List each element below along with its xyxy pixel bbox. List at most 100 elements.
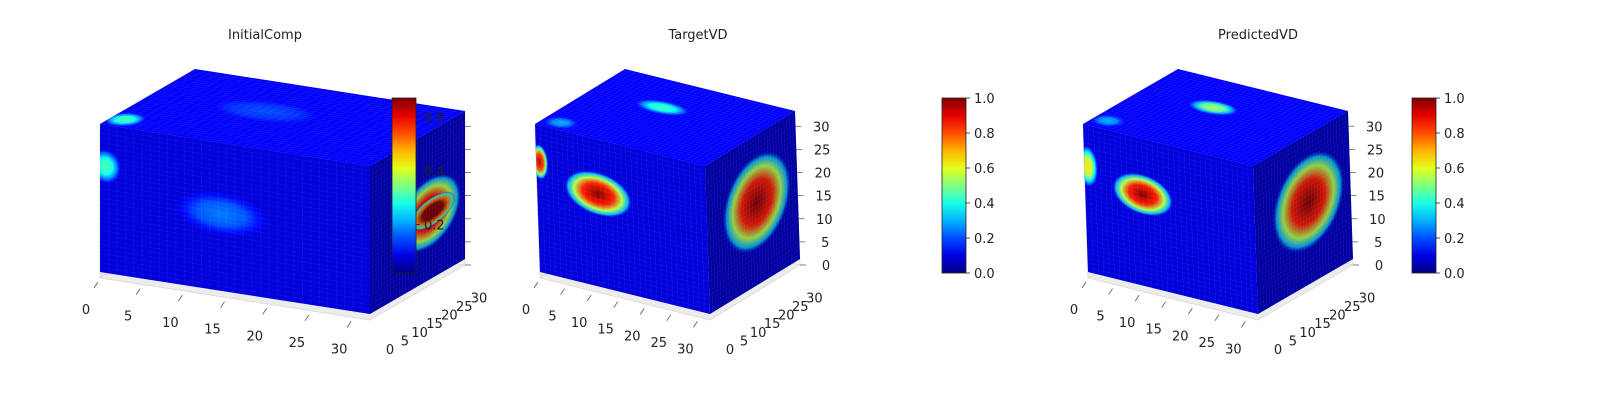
heat-blob — [541, 115, 581, 130]
z-tick-label: 0 — [822, 259, 830, 274]
x-tick-label: 5 — [124, 310, 132, 325]
y-tick-label: 5 — [740, 334, 748, 349]
x-tick — [666, 314, 672, 322]
y-tick-label: 25 — [456, 300, 473, 315]
voxel-grid — [535, 125, 710, 313]
panel-title: TargetVD — [667, 28, 727, 43]
heat-blob — [100, 148, 122, 185]
x-tick-label: 5 — [1096, 310, 1104, 325]
y-tick-label: 10 — [750, 326, 767, 341]
y-tick-label: 5 — [401, 334, 409, 349]
y-tick-label: 0 — [726, 343, 734, 358]
z-tick-label: 25 — [1367, 143, 1384, 158]
y-tick-label: 10 — [411, 326, 428, 341]
colorbar-gradient — [1411, 97, 1437, 274]
x-tick-label: 25 — [651, 336, 668, 351]
colorbar-tick-label: 0.2 — [424, 219, 445, 234]
x-tick-label: 10 — [162, 316, 179, 331]
x-tick — [560, 288, 565, 295]
z-tick-label: 20 — [815, 167, 832, 182]
x-tick-label: 10 — [571, 316, 588, 331]
heat-blob — [167, 187, 276, 241]
x-tick-label: 30 — [677, 342, 694, 357]
panel-targetvd: 0 5 10 15 20 25 30 0510152025300510152025300.00… — [522, 69, 995, 358]
y-tick-label: 0 — [1274, 343, 1282, 358]
x-tick-label: 20 — [624, 329, 641, 344]
x-tick — [1161, 301, 1167, 308]
x-tick-label: 10 — [1119, 316, 1136, 331]
cube-face-front-values — [100, 125, 370, 313]
voxel-grid — [1253, 112, 1353, 313]
x-tick — [1134, 294, 1140, 302]
cube-face-side-values — [1253, 111, 1353, 314]
panel-title: InitialComp — [228, 28, 302, 43]
x-tick — [586, 294, 592, 302]
cube-face-top — [535, 69, 795, 166]
x-tick — [178, 294, 183, 302]
x-tick-label: 15 — [204, 323, 221, 338]
colorbar-tick-label: 0.2 — [1444, 232, 1465, 247]
colorbar-tick-label: 0.0 — [974, 267, 995, 282]
x-tick-label: 0 — [82, 303, 90, 318]
z-tick-label: 30 — [1366, 120, 1383, 135]
x-tick — [262, 308, 268, 315]
x-tick — [1187, 308, 1193, 315]
y-tick-label: 30 — [806, 291, 823, 306]
x-tick-label: 0 — [522, 303, 530, 318]
x-tick — [135, 288, 141, 295]
y-tick-label: 20 — [1329, 309, 1346, 324]
x-tick — [220, 301, 225, 308]
x-tick-label: 20 — [246, 329, 263, 344]
y-tick-label: 20 — [441, 309, 458, 324]
colorbar-tick-label: 0.8 — [974, 127, 995, 142]
colorbar-tick-label: 1.0 — [974, 92, 995, 107]
x-tick-label: 0 — [1070, 303, 1078, 318]
x-tick-label: 20 — [1172, 329, 1189, 344]
x-tick — [1214, 314, 1220, 322]
x-tick — [346, 321, 352, 328]
heat-blob — [1187, 99, 1239, 116]
heat-blob — [1083, 145, 1099, 188]
z-tick-label: 15 — [815, 190, 832, 205]
y-tick-label: 25 — [792, 300, 809, 315]
x-tick-label: 30 — [1225, 342, 1242, 357]
panel-title: PredictedVD — [1218, 28, 1298, 43]
x-tick-label: 15 — [1145, 323, 1162, 338]
x-tick — [93, 281, 99, 289]
cube-face-front — [1083, 124, 1258, 314]
heat-blob — [633, 98, 691, 117]
x-tick-label: 30 — [331, 342, 348, 357]
colorbar: 0.0 0.2 0.4 0.6 0.8 1.0 — [1411, 92, 1465, 282]
voxel-grid — [537, 70, 793, 165]
colorbar-tick-label: 0.6 — [424, 111, 445, 126]
x-tick-label: 5 — [548, 310, 556, 325]
colorbar-tick-label: 0.6 — [974, 162, 995, 177]
voxel-grid — [1085, 70, 1346, 165]
z-tick-label: 25 — [814, 143, 831, 158]
z-tick-label: 20 — [1368, 167, 1385, 182]
cube-face-front-values — [1083, 125, 1258, 313]
x-tick — [304, 314, 310, 322]
y-tick-label: 25 — [1344, 300, 1361, 315]
panel-predictedvd: 0 5 10 15 20 25 30 0510152025300510152025300.00… — [1070, 69, 1465, 358]
voxel-grid — [1083, 125, 1258, 313]
y-tick-label: 20 — [778, 309, 795, 324]
colorbar-tick-label: 0.0 — [1444, 267, 1465, 282]
z-tick-label: 15 — [1368, 190, 1385, 205]
z-tick-label: 10 — [816, 213, 833, 228]
x-tick — [613, 301, 619, 308]
y-tick-label: 0 — [386, 343, 394, 358]
y-tick-label: 15 — [764, 317, 781, 332]
heat-blob — [1088, 113, 1128, 128]
x-tick — [533, 281, 539, 289]
x-tick — [1241, 321, 1246, 328]
heat-blob — [1272, 150, 1345, 254]
cube-face-top-values — [102, 70, 463, 165]
heat-blob — [409, 191, 456, 231]
z-tick-label: 10 — [1369, 213, 1386, 228]
colorbar-tick-label: 0.4 — [1444, 197, 1465, 212]
y-tick-label: 5 — [1289, 334, 1297, 349]
colorbar-tick-label: 0.4 — [974, 197, 995, 212]
